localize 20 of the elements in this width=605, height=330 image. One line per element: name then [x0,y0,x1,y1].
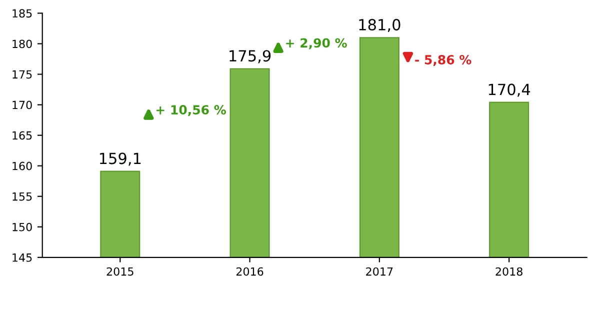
x-tick-label: 2017 [366,267,393,276]
y-tick-label: 150 [12,222,32,232]
y-tick-label: 155 [12,192,32,201]
data-label: 175,9 [230,50,271,64]
y-tick-label: 165 [12,131,32,140]
y-tick-label: 160 [12,162,32,170]
annotation: + 10,56 % [156,105,226,116]
y-tick-label: 175 [12,70,32,79]
x-tick-label: 2018 [496,267,522,276]
y-tick-label: 185 [12,9,32,18]
annotation: - 5,86 % [415,54,472,66]
y-tick-label: 145 [12,254,32,262]
data-label: 181,0 [359,18,400,32]
data-label: 159,1 [100,152,141,166]
x-tick-label: 2015 [106,267,134,276]
y-tick-label: 170 [12,100,32,110]
annotation: + 2,90 % [286,38,347,50]
x-tick-label: 2016 [236,267,264,276]
data-label: 170,4 [488,84,530,97]
y-tick-label: 180 [12,40,32,48]
